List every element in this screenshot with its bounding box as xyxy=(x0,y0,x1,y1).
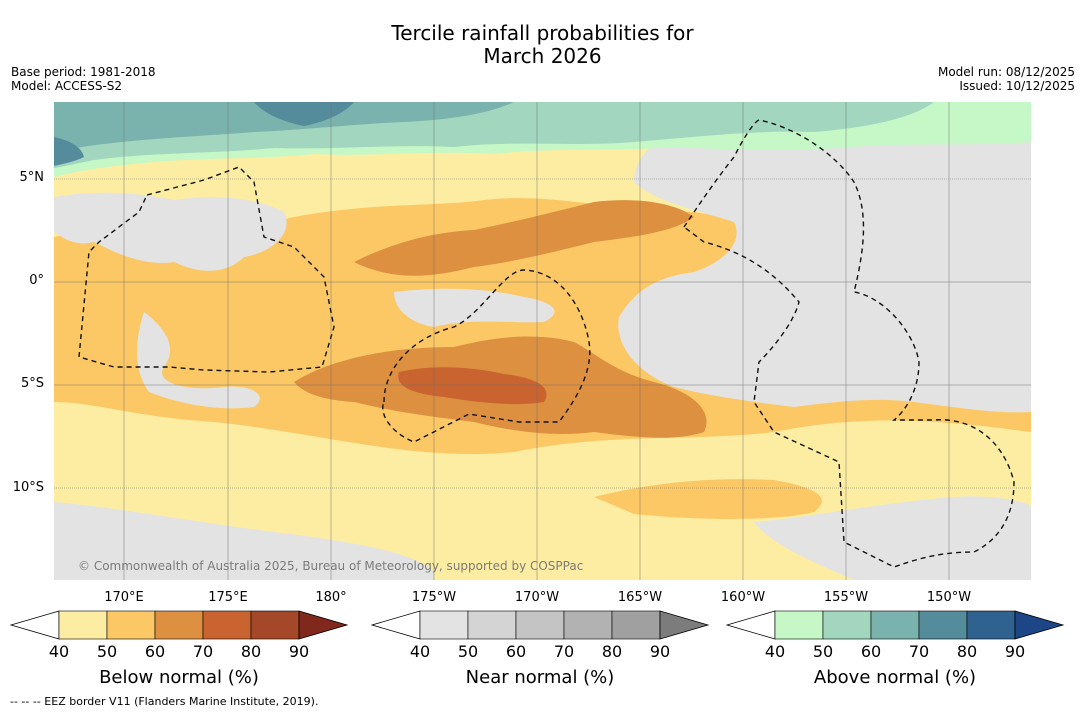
map-above-80 xyxy=(254,102,354,126)
map-below-60-south xyxy=(594,479,822,519)
lon-label: 175°E xyxy=(208,590,248,605)
copyright-text: © Commonwealth of Australia 2025, Bureau… xyxy=(78,559,583,573)
probability-map: © Commonwealth of Australia 2025, Bureau… xyxy=(54,102,1031,580)
colorbar-segment xyxy=(202,610,252,640)
eez-tokelau-phoenix xyxy=(382,269,591,443)
lon-label: 165°W xyxy=(617,590,663,605)
colorbar-segment xyxy=(966,610,1016,640)
lat-label: 0° xyxy=(29,273,44,288)
cb-tick: 80 xyxy=(956,642,978,661)
colorbar-arrow-low xyxy=(726,610,776,640)
cb-tick: 40 xyxy=(48,642,70,661)
map-below-80-core xyxy=(398,367,547,405)
cb-tick: 70 xyxy=(192,642,214,661)
colorbar-segment xyxy=(250,610,300,640)
colorbar-segment xyxy=(154,610,204,640)
cb-tick: 90 xyxy=(288,642,310,661)
map-near-normal-south xyxy=(54,502,434,580)
colorbar-arrow-high xyxy=(1014,610,1065,640)
meta-right: Model run: 08/12/2025 Issued: 10/12/2025 xyxy=(938,65,1075,93)
colorbar-segment xyxy=(563,610,613,640)
colorbar-segment xyxy=(611,610,661,640)
colorbar-near xyxy=(371,610,710,640)
cb-tick: 60 xyxy=(505,642,527,661)
meta-left: Base period: 1981-2018 Model: ACCESS-S2 xyxy=(11,65,156,93)
lon-label: 170°E xyxy=(104,590,144,605)
eez-footer-note: -- -- -- EEZ border V11 (Flanders Marine… xyxy=(10,695,319,708)
base-period: Base period: 1981-2018 xyxy=(11,65,156,79)
colorbar-arrow-low xyxy=(10,610,60,640)
colorbar-segment xyxy=(467,610,517,640)
colorbar-segment xyxy=(58,610,108,640)
colorbar-segment xyxy=(419,610,469,640)
colorbar-below xyxy=(10,610,349,640)
colorbar-segment xyxy=(870,610,920,640)
colorbar-above-label: Above normal (%) xyxy=(813,667,977,688)
colorbar-segment xyxy=(774,610,824,640)
lat-label: 5°S xyxy=(20,376,44,391)
colorbar-segment xyxy=(515,610,565,640)
lon-label: 150°W xyxy=(926,590,972,605)
cb-tick: 70 xyxy=(908,642,930,661)
map-near-normal-southeast xyxy=(754,496,1031,580)
map-near-normal-west xyxy=(54,192,287,271)
cb-tick: 40 xyxy=(409,642,431,661)
colorbar-arrow-high xyxy=(298,610,349,640)
lat-label: 10°S xyxy=(12,480,44,495)
cb-tick: 50 xyxy=(457,642,479,661)
map-title: Tercile rainfall probabilities for March… xyxy=(0,22,1085,68)
colorbar-arrow-high xyxy=(659,610,710,640)
title-line-2: March 2026 xyxy=(483,44,602,68)
cb-tick: 60 xyxy=(144,642,166,661)
cb-tick: 50 xyxy=(812,642,834,661)
lon-label: 155°W xyxy=(823,590,869,605)
cb-tick: 80 xyxy=(601,642,623,661)
map-below-70-upper xyxy=(354,200,694,276)
map-above-80-west xyxy=(54,137,84,166)
map-near-normal-mid xyxy=(137,312,260,409)
colorbar-segment xyxy=(822,610,872,640)
map-near-normal-east xyxy=(618,127,1031,413)
graticule xyxy=(54,102,1031,580)
cb-tick: 60 xyxy=(860,642,882,661)
lon-label: 160°W xyxy=(720,590,766,605)
colorbar-arrow-low xyxy=(371,610,421,640)
eez-borders xyxy=(78,119,1015,568)
colorbar-below-label: Below normal (%) xyxy=(99,667,259,688)
title-line-1: Tercile rainfall probabilities for xyxy=(391,21,694,45)
cb-tick: 90 xyxy=(1004,642,1026,661)
cb-tick: 50 xyxy=(96,642,118,661)
lon-label: 175°W xyxy=(411,590,457,605)
cb-tick: 70 xyxy=(553,642,575,661)
colorbar-segment xyxy=(106,610,156,640)
lat-label: 5°N xyxy=(19,170,45,185)
colorbar-segment xyxy=(918,610,968,640)
issued-date: Issued: 10/12/2025 xyxy=(959,79,1075,93)
model-name: Model: ACCESS-S2 xyxy=(11,79,123,93)
colorbar-near-label: Near normal (%) xyxy=(465,667,615,688)
colorbar-above xyxy=(726,610,1065,640)
cb-tick: 90 xyxy=(649,642,671,661)
lon-label: 170°W xyxy=(514,590,560,605)
lon-label: 180° xyxy=(315,590,347,605)
cb-tick: 80 xyxy=(240,642,262,661)
map-above-70 xyxy=(54,102,514,152)
model-run: Model run: 08/12/2025 xyxy=(937,65,1075,79)
cb-tick: 40 xyxy=(764,642,786,661)
